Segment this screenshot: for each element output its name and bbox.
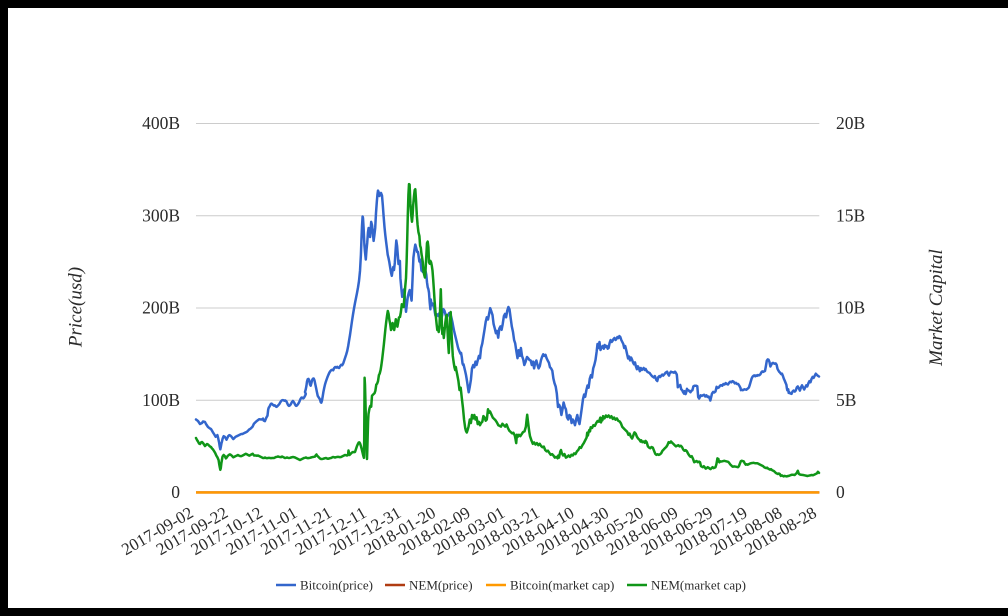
svg-text:0: 0 xyxy=(171,482,180,502)
svg-text:Bitcoin(market cap): Bitcoin(market cap) xyxy=(510,578,614,593)
svg-text:Bitcoin(price): Bitcoin(price) xyxy=(300,578,373,593)
svg-text:300B: 300B xyxy=(142,205,180,225)
svg-text:400B: 400B xyxy=(142,113,180,133)
svg-text:10B: 10B xyxy=(836,298,865,318)
svg-text:5B: 5B xyxy=(836,390,856,410)
svg-text:NEM(price): NEM(price) xyxy=(409,578,473,593)
svg-text:200B: 200B xyxy=(142,298,180,318)
svg-text:Price(usd): Price(usd) xyxy=(66,267,87,348)
svg-text:Market Capital: Market Capital xyxy=(926,249,947,367)
svg-text:NEM(market cap): NEM(market cap) xyxy=(651,578,746,593)
svg-text:100B: 100B xyxy=(142,390,180,410)
svg-text:15B: 15B xyxy=(836,205,865,225)
svg-text:0: 0 xyxy=(836,482,845,502)
svg-text:20B: 20B xyxy=(836,113,865,133)
